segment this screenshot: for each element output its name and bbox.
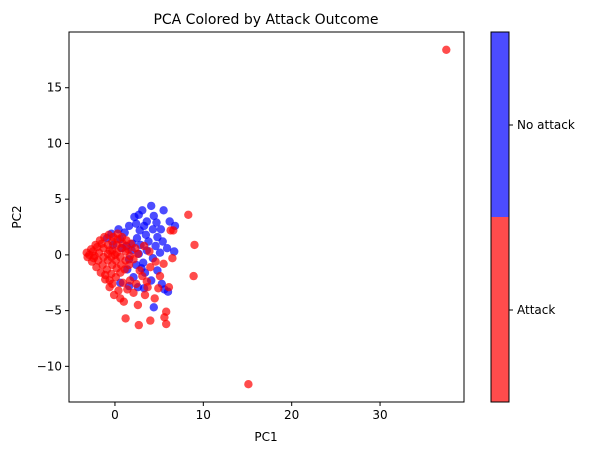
point-attack xyxy=(190,240,199,250)
point-no-attack xyxy=(132,219,141,228)
y-axis-label: PC2 xyxy=(10,205,24,228)
colorbar-segment-attack xyxy=(491,217,509,402)
point-no-attack xyxy=(149,303,158,312)
point-attack xyxy=(168,254,177,263)
point-attack xyxy=(114,286,123,295)
colorbar-frame xyxy=(490,31,510,403)
y-axis: −10 −5 0 5 10 15 xyxy=(37,81,69,373)
x-tick-label: 0 xyxy=(111,408,119,422)
point-attack xyxy=(125,276,135,285)
point-no-attack xyxy=(138,206,147,215)
point-no-attack xyxy=(158,237,167,246)
point-attack xyxy=(146,263,155,272)
colorbar-label-attack: Attack xyxy=(517,303,555,317)
point-attack xyxy=(133,300,143,310)
y-tick-label: 0 xyxy=(54,248,62,262)
point-attack xyxy=(164,283,174,292)
point-no-attack xyxy=(149,211,158,221)
y-tick-label: 15 xyxy=(47,81,62,95)
chart-title: PCA Colored by Attack Outcome xyxy=(153,12,378,28)
point-attack xyxy=(146,316,155,325)
point-attack xyxy=(124,245,133,254)
point-attack xyxy=(150,294,159,303)
point-no-attack xyxy=(156,225,166,234)
point-attack xyxy=(189,271,198,281)
point-attack xyxy=(134,320,143,330)
point-no-attack xyxy=(141,230,151,239)
point-no-attack xyxy=(152,218,161,227)
point-no-attack xyxy=(135,226,144,235)
point-attack xyxy=(184,210,193,219)
point-no-attack xyxy=(151,241,160,251)
point-attack xyxy=(169,226,178,235)
point-attack xyxy=(151,257,160,266)
point-attack xyxy=(145,247,154,256)
point-attack xyxy=(129,288,138,297)
points-layer xyxy=(82,45,451,389)
colorbar: No attack Attack xyxy=(490,31,575,403)
point-attack xyxy=(244,380,253,389)
point-attack xyxy=(113,235,122,244)
x-tick-label: 30 xyxy=(372,408,387,422)
point-no-attack xyxy=(170,247,179,256)
y-tick-label: 5 xyxy=(54,192,62,206)
point-attack xyxy=(123,285,132,294)
y-tick-label: −10 xyxy=(37,359,62,373)
point-no-attack xyxy=(155,248,165,257)
point-no-attack xyxy=(162,244,172,253)
point-attack xyxy=(105,246,114,255)
point-attack xyxy=(162,319,171,329)
y-tick-label: 10 xyxy=(47,136,62,150)
point-attack xyxy=(105,276,114,285)
point-attack xyxy=(119,297,128,306)
point-attack xyxy=(160,313,169,322)
point-attack xyxy=(159,259,168,268)
x-axis: 0 10 20 30 xyxy=(111,402,388,422)
point-no-attack xyxy=(124,221,134,231)
plot-frame xyxy=(68,31,465,403)
point-attack xyxy=(139,241,149,251)
colorbar-label-no-attack: No attack xyxy=(517,118,575,132)
point-attack xyxy=(442,45,451,54)
y-tick-label: −5 xyxy=(44,304,62,318)
point-attack xyxy=(132,279,141,289)
point-attack xyxy=(135,266,144,275)
point-attack xyxy=(155,271,165,281)
point-attack xyxy=(89,254,98,263)
point-attack xyxy=(140,290,150,300)
x-tick-label: 20 xyxy=(284,408,299,422)
x-axis-label: PC1 xyxy=(254,430,277,444)
point-attack xyxy=(143,283,152,292)
point-attack xyxy=(121,314,130,323)
point-no-attack xyxy=(147,201,156,211)
x-tick-label: 10 xyxy=(196,408,211,422)
point-attack xyxy=(118,278,128,287)
point-no-attack xyxy=(159,206,168,215)
point-no-attack xyxy=(148,225,158,234)
point-attack xyxy=(154,284,163,293)
colorbar-segment-no-attack xyxy=(491,32,509,217)
